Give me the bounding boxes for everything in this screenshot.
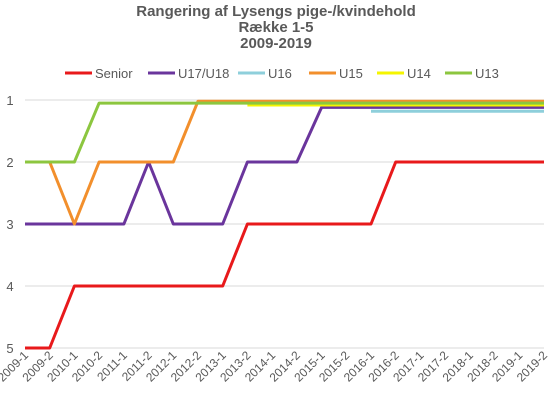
chart-title-line-3: 2009-2019: [240, 35, 312, 52]
y-axis-ticks: 1 2 3 4 5: [6, 93, 13, 356]
series-lines: [25, 99, 544, 350]
legend-label: U15: [339, 66, 363, 81]
y-tick-label: 5: [6, 341, 13, 356]
legend-label: Senior: [95, 66, 133, 81]
legend-label: U17/U18: [178, 66, 229, 81]
legend-label: U13: [475, 66, 499, 81]
chart-title-line-1: Rangering af Lysengs pige-/kvindehold: [136, 3, 416, 20]
y-tick-label: 4: [6, 279, 13, 294]
legend: Senior U17/U18 U16 U15 U14 U13: [65, 66, 499, 81]
series-line-senior: [25, 160, 544, 350]
y-tick-label: 2: [6, 155, 13, 170]
y-tick-label: 1: [6, 93, 13, 108]
series-line-u13: [25, 101, 544, 164]
chart-title-line-2: Række 1-5: [238, 19, 314, 36]
series-line-u17-u18: [25, 105, 544, 226]
y-tick-label: 3: [6, 217, 13, 232]
series-line-u15: [25, 99, 544, 226]
legend-label: U14: [407, 66, 431, 81]
x-axis-ticks: 2009-12009-22010-12010-22011-12011-22012…: [0, 348, 550, 385]
legend-label: U16: [268, 66, 292, 81]
